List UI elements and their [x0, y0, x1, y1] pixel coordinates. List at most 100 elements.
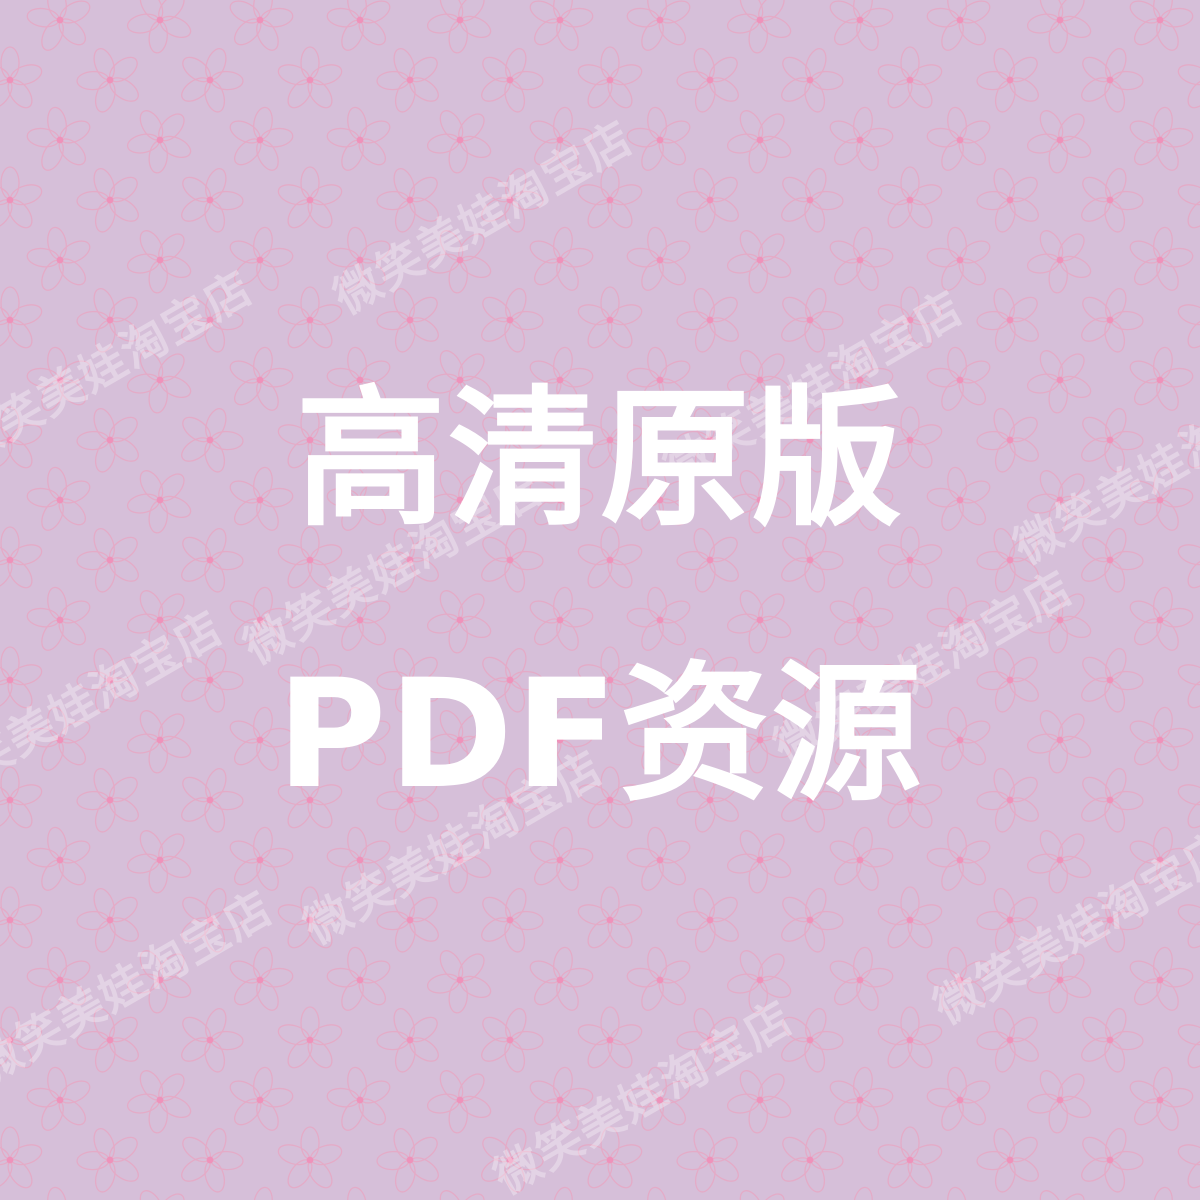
flower-motif [413, 0, 507, 66]
flower-motif [113, 93, 207, 186]
flower-motif [220, 0, 301, 59]
flower-motif [965, 156, 1054, 243]
flower-motif [520, 100, 601, 179]
flower-motif [1066, 876, 1155, 963]
flower-motif [1013, 93, 1107, 186]
flower-motif [713, 933, 807, 1026]
flower-motif [965, 996, 1054, 1083]
flower-motif [19, 940, 100, 1019]
flower-motif [19, 220, 100, 299]
flower-motif [575, 1006, 645, 1073]
flower-motif [319, 820, 400, 899]
flower-motif [619, 220, 700, 299]
flower-motif [575, 166, 645, 233]
flower-motif [466, 36, 555, 123]
flower-motif [619, 100, 700, 179]
flower-motif [1120, 820, 1200, 899]
flower-motif [319, 580, 400, 659]
flower-motif [220, 1060, 301, 1139]
headline-line-2: PDF资源 [276, 648, 924, 822]
flower-motif [919, 220, 1000, 299]
flower-motif [520, 820, 601, 899]
flower-motif [665, 36, 754, 123]
flower-motif [665, 276, 754, 363]
flower-motif [1175, 1006, 1200, 1073]
flower-motif [1120, 0, 1200, 59]
flower-motif [113, 0, 207, 66]
flower-motif [919, 100, 1000, 179]
flower-motif [466, 996, 555, 1083]
flower-motif [365, 1116, 454, 1200]
flower-motif [575, 46, 645, 113]
flower-motif [113, 573, 207, 666]
flower-motif [19, 0, 100, 59]
flower-motif [766, 276, 855, 363]
flower-motif [965, 36, 1054, 123]
flower-motif [1013, 1173, 1107, 1200]
flower-motif [619, 0, 700, 59]
flower-motif [1175, 1126, 1200, 1193]
flower-motif [413, 1053, 507, 1146]
flower-motif [220, 940, 301, 1019]
flower-motif [575, 1126, 645, 1193]
flower-motif [713, 813, 807, 906]
flower-motif [19, 100, 100, 179]
flower-motif [113, 213, 207, 306]
flower-motif [0, 46, 45, 113]
flower-motif [713, 1173, 807, 1200]
flower-motif [1013, 813, 1107, 906]
flower-motif [1175, 166, 1200, 233]
flower-motif [413, 933, 507, 1026]
flower-motif [619, 940, 700, 1019]
flower-motif [19, 1180, 100, 1200]
flower-motif [1175, 526, 1200, 593]
flower-motif [1013, 213, 1107, 306]
flower-motif [520, 220, 601, 299]
flower-motif [0, 1126, 45, 1193]
flower-motif [1013, 933, 1107, 1026]
flower-motif [1175, 286, 1200, 353]
flower-motif [1175, 46, 1200, 113]
flower-motif [319, 100, 400, 179]
flower-motif [466, 876, 555, 963]
flower-motif [965, 276, 1054, 363]
flower-motif [365, 36, 454, 123]
flower-motif [1120, 940, 1200, 1019]
flower-motif [619, 820, 700, 899]
flower-motif [619, 580, 700, 659]
flower-motif [820, 100, 901, 179]
flower-motif [319, 0, 400, 59]
flower-motif [0, 166, 45, 233]
flower-motif [166, 36, 255, 123]
flower-motif [820, 220, 901, 299]
flower-motif [1175, 886, 1200, 953]
flower-motif [365, 156, 454, 243]
flower-motif [365, 876, 454, 963]
flower-motif [166, 876, 255, 963]
flower-motif [0, 286, 45, 353]
flower-motif [1066, 1116, 1155, 1200]
flower-motif [919, 820, 1000, 899]
flower-motif [820, 0, 901, 59]
flower-motif [1120, 100, 1200, 179]
flower-motif [665, 996, 754, 1083]
flower-motif [319, 940, 400, 1019]
flower-motif [575, 886, 645, 953]
flower-motif [1066, 156, 1155, 243]
flower-motif [413, 213, 507, 306]
flower-motif [665, 1116, 754, 1200]
flower-motif [820, 1180, 901, 1200]
flower-motif [19, 1060, 100, 1139]
flower-motif [365, 276, 454, 363]
flower-motif [166, 156, 255, 243]
flower-motif [619, 1060, 700, 1139]
flower-motif [665, 876, 754, 963]
flower-motif [520, 940, 601, 1019]
flower-motif [1120, 220, 1200, 299]
flower-motif [0, 0, 8, 68]
flower-motif [65, 1116, 154, 1200]
flower-motif [319, 1180, 400, 1200]
flower-motif [113, 813, 207, 906]
flower-motif [520, 1180, 601, 1200]
flower-motif [1013, 1053, 1107, 1146]
